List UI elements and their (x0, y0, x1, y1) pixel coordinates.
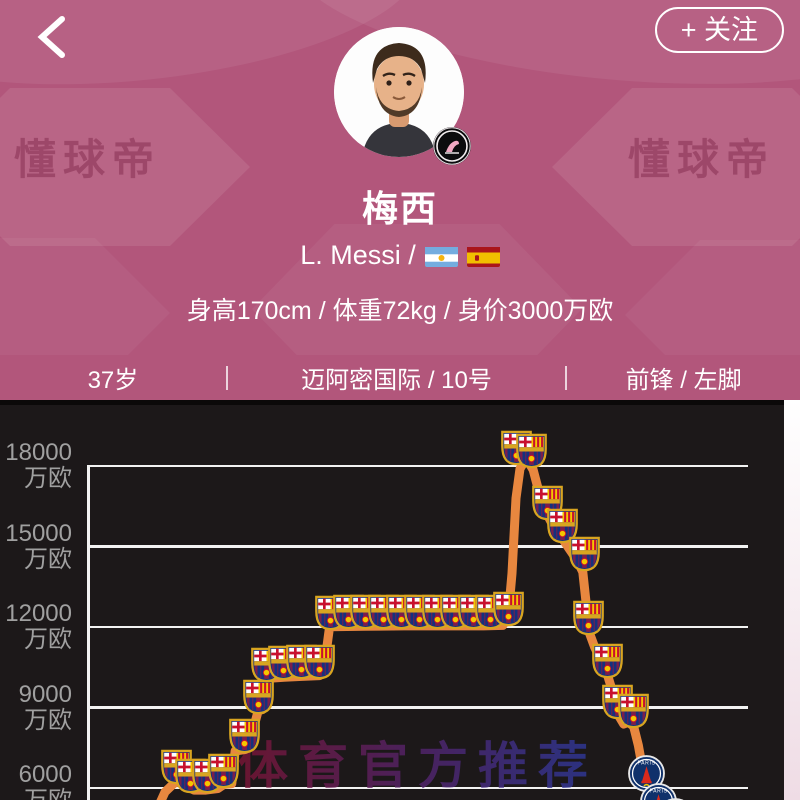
back-chevron-icon (37, 16, 65, 58)
stats-divider (225, 365, 228, 390)
gridline (87, 464, 748, 468)
barcelona-crest-icon (242, 679, 275, 720)
barcelona-crest-icon (385, 594, 418, 635)
y-tick-label: 18000 万欧 (5, 439, 72, 492)
barcelona-crest-icon (267, 645, 300, 686)
barcelona-crest-icon (332, 594, 365, 635)
barcelona-crest-icon (421, 594, 454, 635)
chart-top-edge (0, 400, 800, 405)
psg-crest-icon: PARIS (639, 783, 677, 800)
barcelona-crest-icon (174, 758, 207, 799)
barcelona-crest-icon (403, 594, 436, 635)
y-axis-border (87, 466, 90, 800)
barcelona-crest-icon (591, 643, 624, 684)
back-button[interactable] (28, 12, 80, 64)
right-edge-strip (784, 400, 800, 800)
psg-crest-icon: PARIS (628, 755, 666, 797)
stat-club-number: 迈阿密国际 / 10号 (301, 367, 492, 394)
avatar (334, 27, 464, 157)
chart-watermark: 体育官方推荐 (238, 726, 598, 798)
barcelona-crest-icon (250, 647, 283, 688)
barcelona-crest-icon (285, 644, 318, 685)
barcelona-crest-icon (572, 600, 605, 641)
spain-flag-icon (466, 245, 500, 267)
barcelona-crest-icon (617, 693, 650, 734)
barcelona-crest-icon (191, 758, 224, 799)
stat-age: 37岁 (87, 367, 139, 394)
barcelona-crest-icon (601, 684, 634, 725)
stats-divider (565, 365, 568, 390)
barcelona-crest-icon (457, 594, 490, 635)
y-tick-label: 12000 万欧 (5, 600, 72, 653)
barcelona-crest-icon (515, 433, 548, 474)
barcelona-crest-icon (439, 594, 472, 635)
gridline (87, 625, 748, 629)
barcelona-crest-icon (303, 644, 336, 685)
y-tick-label: 9000 万欧 (18, 680, 72, 734)
svg-text:PARIS: PARIS (638, 761, 656, 767)
player-physical-info: 身高170cm / 体重72kg / 身价3000万欧 (186, 297, 614, 325)
argentina-flag-icon (424, 245, 458, 267)
gridline (87, 706, 748, 709)
barcelona-crest-icon (349, 594, 382, 635)
inter-miami-badge-icon (432, 126, 472, 166)
barcelona-crest-icon (568, 536, 601, 577)
stat-position-foot: 前锋 / 左脚 (625, 367, 742, 394)
y-tick-label: 6000万欧 (18, 761, 72, 800)
barcelona-crest-icon (314, 595, 347, 636)
dongqiudi-watermark: 懂球帝 (628, 136, 776, 183)
gridline (87, 545, 748, 548)
player-stats-bar: 37岁 迈阿密国际 / 10号 前锋 / 左脚 (0, 355, 800, 400)
player-photo (334, 27, 464, 157)
barcelona-crest-icon (474, 594, 507, 635)
barcelona-crest-icon (546, 508, 579, 549)
dongqiudi-watermark: 懂球帝 (14, 136, 162, 183)
profile-header: 懂球帝 懂球帝 + 关注 (0, 0, 800, 355)
svg-text:PARIS: PARIS (649, 789, 667, 795)
player-latin-name: L. Messi / (300, 240, 416, 270)
y-tick-label: 15000 万欧 (5, 519, 72, 573)
barcelona-crest-icon (531, 485, 564, 526)
player-latin-row: L. Messi / (0, 240, 800, 271)
barcelona-crest-icon (160, 749, 193, 790)
barcelona-crest-icon (367, 594, 400, 635)
player-name: 梅西 (361, 188, 438, 229)
follow-button[interactable]: + 关注 (654, 7, 784, 53)
